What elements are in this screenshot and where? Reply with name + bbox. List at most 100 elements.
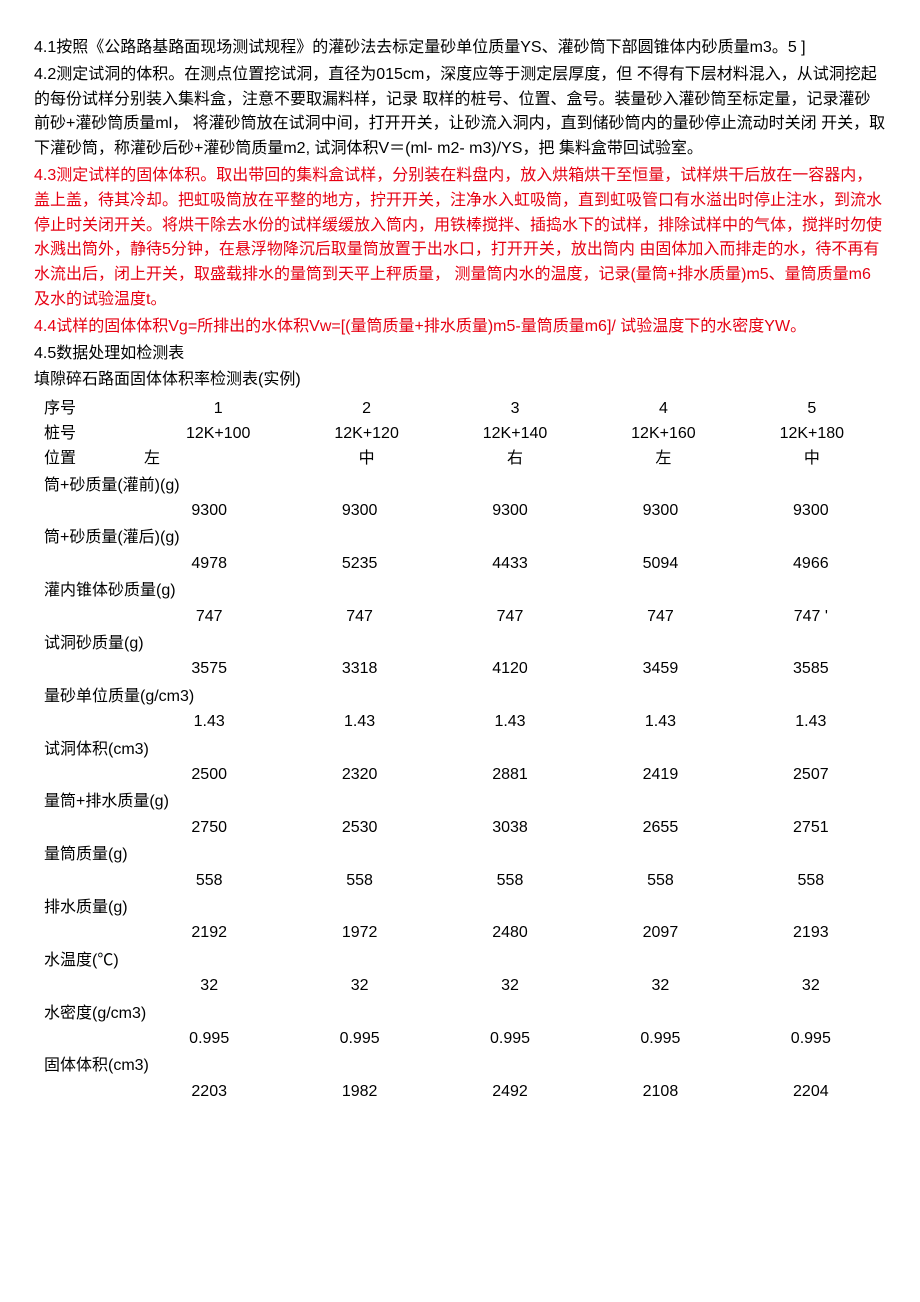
cell: 3038 bbox=[435, 816, 585, 841]
stake-5: 12K+180 bbox=[738, 422, 886, 447]
cell: 2108 bbox=[585, 1080, 735, 1105]
table-row: 93009300930093009300 bbox=[34, 498, 886, 524]
row-label: 试洞体积(cm3) bbox=[34, 738, 886, 763]
cell: 2492 bbox=[435, 1080, 585, 1105]
cell: 5094 bbox=[585, 552, 735, 577]
cell: 32 bbox=[585, 974, 735, 999]
cell: 2097 bbox=[585, 921, 735, 946]
cell: 32 bbox=[284, 974, 434, 999]
cell: 9300 bbox=[284, 499, 434, 524]
cell: 2881 bbox=[435, 763, 585, 788]
seq-3: 3 bbox=[441, 397, 589, 422]
header-row-seq: 序号 1 2 3 4 5 bbox=[34, 397, 886, 422]
stake-4: 12K+160 bbox=[589, 422, 737, 447]
cell: 4978 bbox=[134, 552, 284, 577]
row-label: 排水质量(g) bbox=[34, 896, 886, 921]
row-label: 量筒质量(g) bbox=[34, 843, 886, 868]
seq-1: 1 bbox=[144, 397, 292, 422]
row-label: 水密度(g/cm3) bbox=[34, 1002, 886, 1027]
cell: 4120 bbox=[435, 657, 585, 682]
cell: 3585 bbox=[736, 657, 886, 682]
cell: 3575 bbox=[134, 657, 284, 682]
cell: 9300 bbox=[585, 499, 735, 524]
header-seq: 序号 bbox=[34, 397, 144, 422]
cell: 747 bbox=[435, 605, 585, 630]
cell: 558 bbox=[134, 869, 284, 894]
stake-3: 12K+140 bbox=[441, 422, 589, 447]
table-row: 22031982249221082204 bbox=[34, 1079, 886, 1105]
table-row: 21921972248020972193 bbox=[34, 921, 886, 947]
pos-4: 左 bbox=[589, 447, 737, 472]
row-label: 量砂单位质量(g/cm3) bbox=[34, 685, 886, 710]
cell: 2320 bbox=[284, 763, 434, 788]
cell: 2655 bbox=[585, 816, 735, 841]
cell: 9300 bbox=[134, 499, 284, 524]
cell: 2500 bbox=[134, 763, 284, 788]
cell: 1.43 bbox=[435, 710, 585, 735]
cell: 2203 bbox=[134, 1080, 284, 1105]
cell: 2507 bbox=[736, 763, 886, 788]
cell: 32 bbox=[435, 974, 585, 999]
header-pos: 位置 bbox=[34, 447, 144, 472]
table-row: 3232323232 bbox=[34, 974, 886, 1000]
cell: 2419 bbox=[585, 763, 735, 788]
cell: 2530 bbox=[284, 816, 434, 841]
stake-2: 12K+120 bbox=[292, 422, 440, 447]
cell: 9300 bbox=[435, 499, 585, 524]
table-row: 49785235443350944966 bbox=[34, 551, 886, 577]
pos-2: 中 bbox=[292, 447, 440, 472]
cell: 32 bbox=[736, 974, 886, 999]
cell: 1.43 bbox=[736, 710, 886, 735]
paragraph-4-5: 4.5数据处理如检测表 bbox=[34, 342, 886, 367]
cell: 747 ' bbox=[736, 605, 886, 630]
paragraph-4-1: 4.1按照《公路路基路面现场测试规程》的灌砂法去标定量砂单位质量YS、灌砂筒下部… bbox=[34, 36, 886, 61]
pos-1: 左 bbox=[144, 447, 292, 472]
cell: 1.43 bbox=[284, 710, 434, 735]
table-row: 558558558558558 bbox=[34, 868, 886, 894]
row-label: 量筒+排水质量(g) bbox=[34, 790, 886, 815]
cell: 747 bbox=[134, 605, 284, 630]
stake-1: 12K+100 bbox=[144, 422, 292, 447]
cell: 2192 bbox=[134, 921, 284, 946]
pos-3: 右 bbox=[441, 447, 589, 472]
cell: 1.43 bbox=[134, 710, 284, 735]
paragraph-4-4: 4.4试样的固体体积Vg=所排出的水体积Vw=[(量筒质量+排水质量)m5-量筒… bbox=[34, 315, 886, 340]
cell: 558 bbox=[435, 869, 585, 894]
cell: 9300 bbox=[736, 499, 886, 524]
cell: 2751 bbox=[736, 816, 886, 841]
cell: 0.995 bbox=[435, 1027, 585, 1052]
cell: 0.995 bbox=[134, 1027, 284, 1052]
header-row-pos: 位置 左 中 右 左 中 bbox=[34, 447, 886, 472]
header-row-stake: 桩号 12K+100 12K+120 12K+140 12K+160 12K+1… bbox=[34, 422, 886, 447]
table-row: 27502530303826552751 bbox=[34, 815, 886, 841]
table-title: 填隙碎石路面固体体积率检测表(实例) bbox=[34, 368, 886, 393]
cell: 2204 bbox=[736, 1080, 886, 1105]
cell: 4966 bbox=[736, 552, 886, 577]
cell: 1972 bbox=[284, 921, 434, 946]
table-row: 747747747747747 ' bbox=[34, 604, 886, 630]
cell: 0.995 bbox=[585, 1027, 735, 1052]
row-label: 灌内锥体砂质量(g) bbox=[34, 579, 886, 604]
cell: 4433 bbox=[435, 552, 585, 577]
cell: 558 bbox=[585, 869, 735, 894]
seq-4: 4 bbox=[589, 397, 737, 422]
cell: 747 bbox=[585, 605, 735, 630]
cell: 747 bbox=[284, 605, 434, 630]
table-row: 35753318412034593585 bbox=[34, 657, 886, 683]
row-label: 筒+砂质量(灌前)(g) bbox=[34, 474, 886, 499]
cell: 1982 bbox=[284, 1080, 434, 1105]
header-stake: 桩号 bbox=[34, 422, 144, 447]
table-row: 25002320288124192507 bbox=[34, 762, 886, 788]
cell: 2480 bbox=[435, 921, 585, 946]
cell: 3318 bbox=[284, 657, 434, 682]
row-label: 固体体积(cm3) bbox=[34, 1054, 886, 1079]
seq-2: 2 bbox=[292, 397, 440, 422]
cell: 32 bbox=[134, 974, 284, 999]
cell: 5235 bbox=[284, 552, 434, 577]
row-label: 水温度(℃) bbox=[34, 949, 886, 974]
cell: 2193 bbox=[736, 921, 886, 946]
table-row: 1.431.431.431.431.43 bbox=[34, 710, 886, 736]
row-label: 筒+砂质量(灌后)(g) bbox=[34, 526, 886, 551]
paragraph-4-2: 4.2测定试洞的体积。在测点位置挖试洞，直径为015cm，深度应等于测定层厚度，… bbox=[34, 63, 886, 162]
cell: 0.995 bbox=[284, 1027, 434, 1052]
